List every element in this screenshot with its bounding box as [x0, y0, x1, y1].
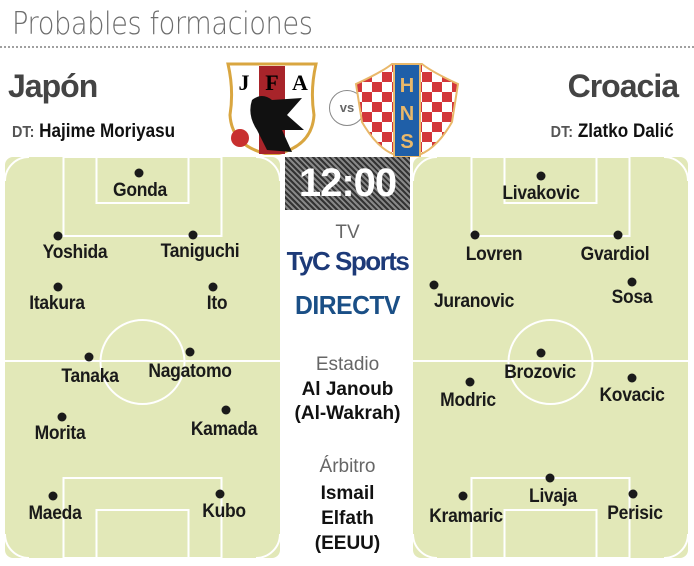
player-dot [628, 489, 638, 499]
coach-name: Hajime Moriyasu [39, 121, 176, 142]
player-dot [215, 489, 225, 499]
svg-text:A: A [292, 70, 308, 95]
player-name: Tanaka [61, 366, 119, 387]
divider [0, 46, 694, 48]
svg-text:S: S [400, 131, 413, 153]
stadium-label: Estadio [315, 354, 380, 375]
player-dot [84, 352, 94, 362]
player-name: Ito [206, 293, 228, 314]
player-name: Itakura [29, 293, 85, 314]
home-team-name: Japón [8, 68, 98, 104]
svg-text:F: F [265, 70, 278, 95]
player-name: Kovacic [599, 385, 665, 406]
stadium-name: Al Janoub [301, 379, 394, 400]
match-time: 12:00 [285, 157, 410, 210]
jfa-logo: J F A [226, 62, 318, 155]
player-dot [188, 230, 198, 240]
player-name: Juranovic [433, 291, 515, 312]
player-dot [465, 377, 475, 387]
player-name: Sosa [611, 287, 653, 308]
player-name: Maeda [28, 503, 82, 524]
player-dot [627, 277, 637, 287]
player-name: Perisic [607, 503, 663, 524]
stadium-city: (Al-Wakrah) [294, 403, 401, 424]
player-dot [458, 491, 468, 501]
svg-text:H: H [400, 75, 414, 97]
away-coach: DT: Zlatko Dalić [551, 121, 674, 143]
player-name: Kramaric [429, 506, 503, 527]
svg-text:J: J [239, 70, 250, 95]
away-team-name: Croacia [567, 68, 679, 104]
player-dot [429, 280, 439, 290]
player-dot [613, 230, 623, 240]
tv-label: TV [335, 222, 360, 243]
player-name: Kubo [202, 501, 246, 522]
hns-logo: H N S [354, 63, 460, 157]
directv-logo: DIRECTV [294, 290, 401, 320]
player-name: Livakovic [502, 183, 580, 204]
player-name: Gonda [113, 180, 167, 201]
coach-label: DT: [550, 124, 574, 141]
player-dot [134, 168, 144, 178]
coach-label: DT: [12, 124, 35, 141]
player-name: Livaja [529, 486, 577, 507]
referee-last-name: Elfath [321, 508, 374, 529]
player-name: Modric [440, 390, 496, 411]
referee-label: Árbitro [319, 456, 376, 477]
player-dot [208, 282, 218, 292]
player-dot [536, 171, 546, 181]
svg-text:N: N [400, 103, 414, 125]
home-coach: DT: Hajime Moriyasu [12, 121, 175, 143]
player-dot [185, 347, 195, 357]
player-dot [545, 473, 555, 483]
player-name: Taniguchi [160, 241, 240, 262]
home-pitch [5, 157, 280, 558]
player-dot [470, 230, 480, 240]
player-name: Morita [34, 423, 86, 444]
player-name: Yoshida [42, 242, 108, 263]
tyc-sports-logo: TyC Sports [286, 246, 410, 276]
player-dot [53, 231, 63, 241]
referee-country: (EEUU) [314, 533, 381, 554]
player-name: Brozovic [504, 362, 576, 383]
player-name: Gvardiol [580, 244, 650, 265]
player-dot [536, 348, 546, 358]
page-title: Probables formaciones [12, 6, 313, 42]
coach-name: Zlatko Dalić [578, 121, 674, 142]
player-name: Kamada [190, 419, 258, 440]
player-dot [627, 373, 637, 383]
player-dot [57, 412, 67, 422]
player-dot [53, 282, 63, 292]
away-pitch [413, 157, 688, 558]
player-name: Nagatomo [148, 361, 232, 382]
player-dot [221, 405, 231, 415]
player-name: Lovren [465, 244, 523, 265]
player-dot [48, 491, 58, 501]
referee-first-name: Ismail [320, 483, 375, 504]
